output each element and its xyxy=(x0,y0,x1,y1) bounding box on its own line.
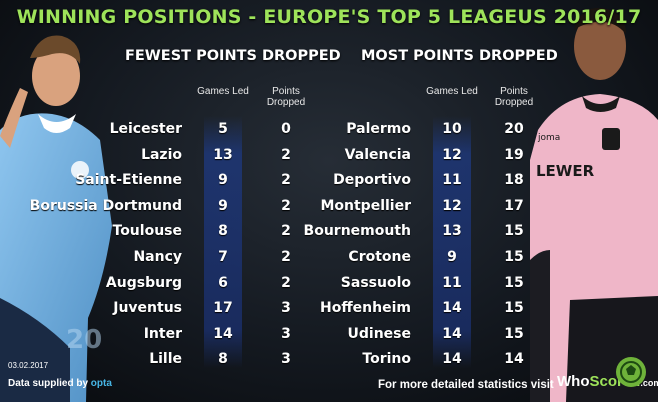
right-table-title: MOST POINTS DROPPED xyxy=(361,48,558,64)
left-header-games-led: Games Led xyxy=(197,86,249,97)
right-team-name: Torino xyxy=(362,351,411,368)
right-points-dropped-value: 15 xyxy=(504,274,524,291)
right-games-led-value: 9 xyxy=(447,249,457,265)
left-points-dropped-value: 3 xyxy=(281,300,291,317)
right-header-games-led: Games Led xyxy=(426,86,478,97)
left-games-led-value: 13 xyxy=(213,146,233,163)
whoscored-ball-icon xyxy=(616,357,646,387)
left-team-name: Juventus xyxy=(113,300,182,317)
right-team-name: Bournemouth xyxy=(303,223,411,240)
right-points-dropped-value: 18 xyxy=(504,172,524,189)
left-team-name: Borussia Dortmund xyxy=(29,197,182,214)
left-points-dropped-value: 2 xyxy=(281,197,291,214)
left-games-led-value: 8 xyxy=(218,351,228,368)
infographic-title: WINNING POSITIONS - EUROPE'S TOP 5 LEAGE… xyxy=(16,6,642,28)
right-games-led-value: 12 xyxy=(442,197,462,214)
more-stats-text: For more detailed statistics visit xyxy=(378,379,554,391)
right-team-name: Udinese xyxy=(347,325,411,342)
left-points-dropped-value: 3 xyxy=(281,325,291,342)
right-team-name: Deportivo xyxy=(333,172,411,189)
data-supplied-note: Data supplied by opta xyxy=(8,378,112,389)
left-header-points-dropped: Points Dropped xyxy=(266,86,306,108)
left-games-led-highlight xyxy=(204,116,242,368)
right-games-led-value: 11 xyxy=(442,274,462,291)
left-points-dropped-value: 2 xyxy=(281,146,291,163)
right-points-dropped-value: 20 xyxy=(504,121,524,137)
right-team-name: Crotone xyxy=(348,249,411,265)
left-games-led-value: 9 xyxy=(218,172,228,189)
left-team-name: Leicester xyxy=(109,121,182,137)
right-games-led-value: 13 xyxy=(442,223,462,240)
left-points-dropped-value: 0 xyxy=(281,121,291,137)
opta-logo: opta xyxy=(90,378,112,389)
right-header-points-dropped: Points Dropped xyxy=(494,86,534,108)
right-games-led-value: 12 xyxy=(442,146,462,163)
left-team-name: Lille xyxy=(149,351,182,368)
brand-who: Who xyxy=(557,373,590,390)
right-points-dropped-value: 15 xyxy=(504,223,524,240)
brand-suffix: .com xyxy=(640,378,658,388)
right-team-name: Valencia xyxy=(344,146,411,163)
svg-text:20: 20 xyxy=(66,325,102,355)
data-supplied-text: Data supplied by xyxy=(8,378,89,389)
left-games-led-value: 6 xyxy=(218,274,228,291)
right-team-name: Hoffenheim xyxy=(320,300,411,317)
left-points-dropped-value: 2 xyxy=(281,274,291,291)
left-table-title: FEWEST POINTS DROPPED xyxy=(125,48,341,64)
left-team-name: Saint-Etienne xyxy=(75,172,182,189)
right-team-name: Sassuolo xyxy=(340,274,411,291)
left-games-led-value: 7 xyxy=(218,249,228,265)
left-games-led-value: 8 xyxy=(218,223,228,240)
svg-text:LEWER: LEWER xyxy=(536,162,595,180)
right-games-led-value: 14 xyxy=(442,351,462,368)
footer-date: 03.02.2017 xyxy=(8,361,49,370)
right-games-led-highlight xyxy=(433,116,471,368)
right-team-name: Palermo xyxy=(346,121,411,137)
left-points-dropped-value: 2 xyxy=(281,172,291,189)
right-points-dropped-value: 15 xyxy=(504,300,524,317)
left-team-name: Toulouse xyxy=(112,223,183,240)
svg-text:joma: joma xyxy=(537,133,560,143)
right-points-dropped-value: 15 xyxy=(504,325,524,342)
right-games-led-value: 14 xyxy=(442,300,462,317)
right-team-name: Montpellier xyxy=(320,197,411,214)
right-points-dropped-value: 19 xyxy=(504,146,524,163)
left-games-led-value: 14 xyxy=(213,325,233,342)
left-points-dropped-value: 2 xyxy=(281,223,291,240)
player-left-image: 20 xyxy=(0,35,112,402)
left-points-dropped-value: 3 xyxy=(281,351,291,368)
left-games-led-value: 17 xyxy=(213,300,233,317)
left-team-name: Inter xyxy=(143,325,182,342)
player-right-image: LEWER joma xyxy=(530,7,658,402)
right-games-led-value: 10 xyxy=(442,121,462,137)
left-team-name: Augsburg xyxy=(105,274,182,291)
left-team-name: Lazio xyxy=(141,146,182,163)
left-team-name: Nancy xyxy=(133,249,182,265)
right-games-led-value: 11 xyxy=(442,172,462,189)
left-points-dropped-value: 2 xyxy=(281,249,291,265)
right-points-dropped-value: 15 xyxy=(504,249,524,265)
left-games-led-value: 5 xyxy=(218,121,228,137)
right-points-dropped-value: 14 xyxy=(504,351,524,368)
left-games-led-value: 9 xyxy=(218,197,228,214)
right-games-led-value: 14 xyxy=(442,325,462,342)
right-points-dropped-value: 17 xyxy=(504,197,524,214)
